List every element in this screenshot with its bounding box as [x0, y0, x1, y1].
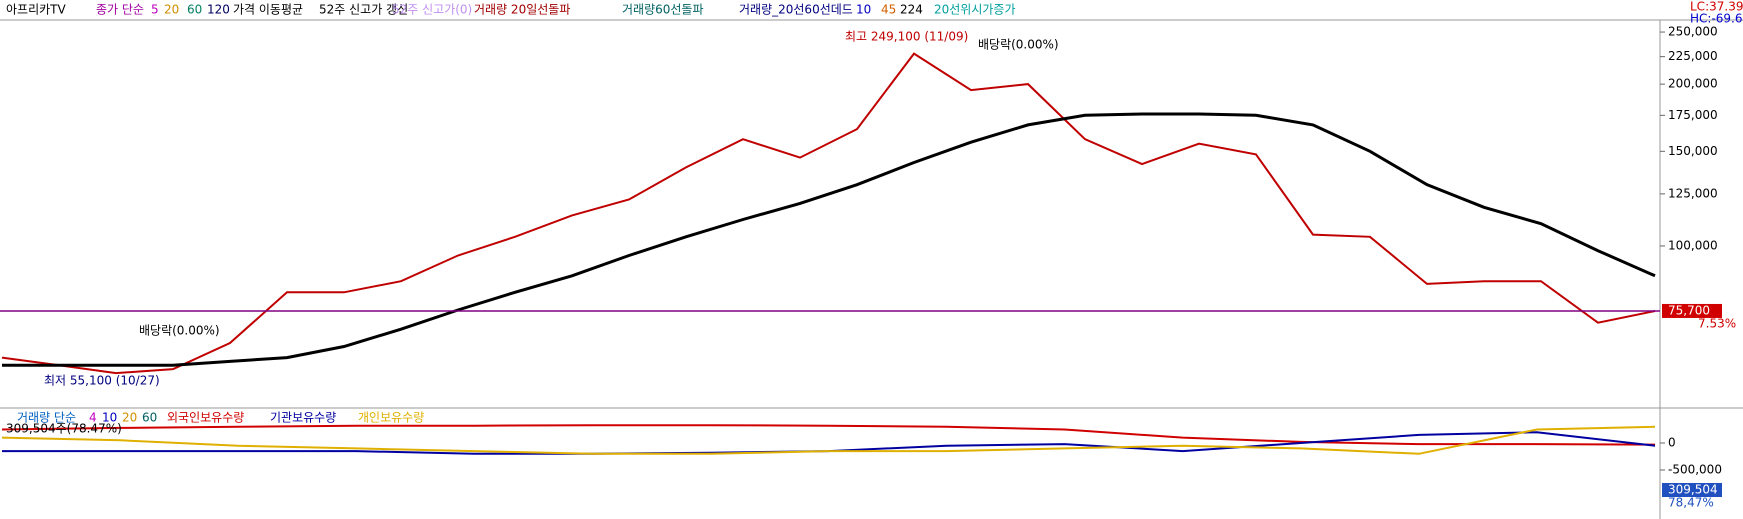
header-item: 52주 신고가(0)	[392, 3, 472, 17]
annotation: 배당락(0.00%)	[139, 324, 220, 338]
y-tick-label: 250,000	[1668, 25, 1718, 39]
current-label: 309,504	[1668, 483, 1718, 497]
legend-item: 기관보유수량	[270, 411, 336, 425]
legend-item: 20	[122, 411, 137, 425]
summary-label: 309,504주(78.47%)	[6, 422, 122, 436]
legend-item: 외국인보유수량	[167, 411, 244, 425]
header-item: 거래량60선돌파	[622, 3, 704, 17]
header-item: 가격 이동평균	[233, 3, 303, 17]
header-item: 5	[151, 3, 159, 17]
header-item: 224	[900, 3, 923, 17]
chart-window: LC:37.39 HC:-69.6 아프리카TV종가 단순52060120가격 …	[0, 0, 1743, 519]
y-tick-label: 200,000	[1668, 77, 1718, 91]
legend-item: 개인보유수량	[358, 411, 424, 425]
current-pct-label: 78,47%	[1668, 496, 1714, 510]
header-item: 20	[164, 3, 179, 17]
y-tick-label: 0	[1668, 435, 1676, 449]
header-item: 종가 단순	[96, 3, 144, 17]
y-tick-label: 100,000	[1668, 238, 1718, 252]
y-tick-label: 125,000	[1668, 186, 1718, 200]
y-tick-label: 150,000	[1668, 144, 1718, 158]
legend-item: 60	[142, 411, 157, 425]
annotation: 배당락(0.00%)	[978, 38, 1059, 52]
header-item: 120	[207, 3, 230, 17]
y-tick-label: 225,000	[1668, 49, 1718, 63]
hc-label: HC:-69.6	[1690, 12, 1743, 26]
header-item: 60	[187, 3, 202, 17]
header-item: 10	[856, 3, 871, 17]
annotation: 최저 55,100 (10/27)	[44, 374, 160, 388]
header-item: 아프리카TV	[6, 3, 66, 17]
header-item: 20선위시가증가	[934, 3, 1016, 17]
header-item: 거래량_20선60선데드	[739, 3, 853, 17]
change-label: 7.53%	[1698, 316, 1736, 330]
annotation: 최고 249,100 (11/09)	[845, 30, 968, 44]
header-item: 45	[881, 3, 896, 17]
current-price-label: 75,700	[1668, 303, 1710, 317]
y-tick-label: -500,000	[1668, 463, 1722, 477]
y-tick-label: 175,000	[1668, 108, 1718, 122]
header-item: 거래량 20일선돌파	[474, 3, 570, 17]
